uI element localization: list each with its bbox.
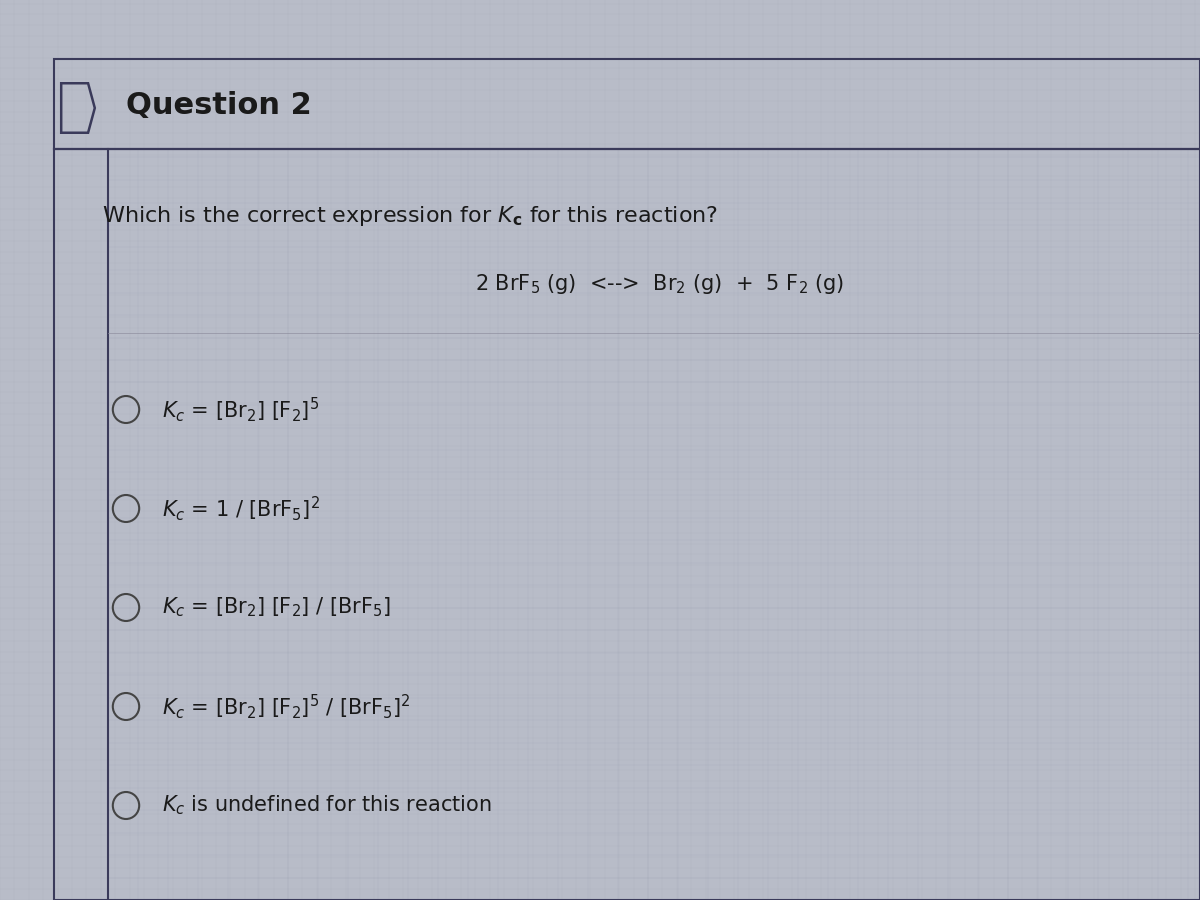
Text: 2 BrF$_5$ (g)  <-->  Br$_2$ (g)  +  5 F$_2$ (g): 2 BrF$_5$ (g) <--> Br$_2$ (g) + 5 F$_2$ …	[475, 272, 845, 295]
Text: $K_c$ = [Br$_2$] [F$_2$] / [BrF$_5$]: $K_c$ = [Br$_2$] [F$_2$] / [BrF$_5$]	[162, 596, 391, 619]
Text: $K_c$ = [Br$_2$] [F$_2$]$^5$: $K_c$ = [Br$_2$] [F$_2$]$^5$	[162, 395, 319, 424]
Text: Which is the correct expression for $\mathbf{\mathit{K}_c}$ for this reaction?: Which is the correct expression for $\ma…	[102, 204, 718, 228]
Text: Question 2: Question 2	[126, 91, 312, 120]
Text: $K_c$ is undefined for this reaction: $K_c$ is undefined for this reaction	[162, 794, 492, 817]
Text: $K_c$ = 1 / [BrF$_5$]$^2$: $K_c$ = 1 / [BrF$_5$]$^2$	[162, 494, 320, 523]
Text: $K_c$ = [Br$_2$] [F$_2$]$^5$ / [BrF$_5$]$^2$: $K_c$ = [Br$_2$] [F$_2$]$^5$ / [BrF$_5$]…	[162, 692, 410, 721]
